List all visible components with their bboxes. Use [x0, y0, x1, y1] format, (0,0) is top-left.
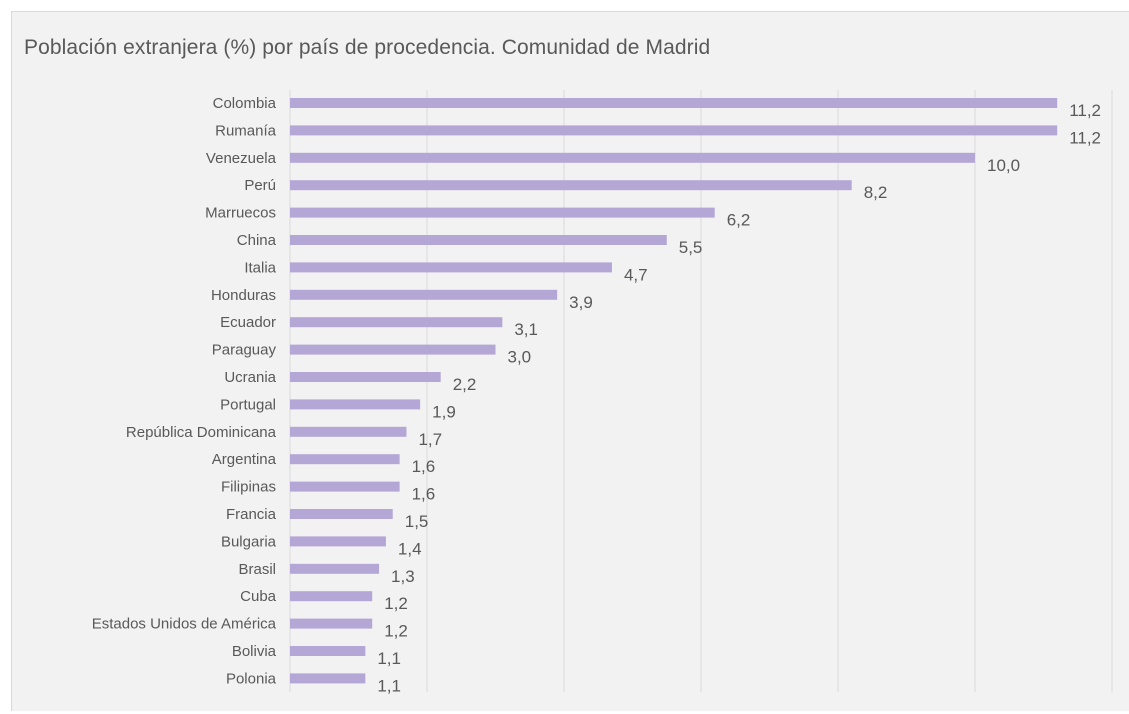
bar: [290, 426, 407, 437]
category-label: Francia: [226, 506, 277, 523]
category-label: Filipinas: [221, 479, 276, 496]
data-label: 8,2: [864, 183, 888, 202]
data-label: 10,0: [987, 156, 1020, 175]
category-label: China: [237, 232, 277, 249]
data-label: 1,7: [418, 430, 442, 449]
data-label: 1,4: [398, 539, 422, 558]
category-label: Perú: [244, 177, 276, 194]
bar: [290, 591, 373, 602]
data-label: 3,9: [569, 293, 593, 312]
bar: [290, 344, 496, 355]
bar: [290, 289, 558, 300]
category-label: República Dominicana: [126, 424, 277, 441]
data-label: 1,5: [405, 512, 429, 531]
bar: [290, 180, 852, 191]
bar: [290, 235, 667, 245]
data-label: 3,0: [508, 348, 532, 367]
data-label: 2,2: [453, 375, 477, 394]
data-label: 5,5: [679, 238, 703, 257]
bar: [290, 207, 715, 218]
category-label: Paraguay: [212, 342, 277, 359]
bar: [290, 646, 366, 656]
category-label: Brasil: [238, 561, 276, 578]
bar: [290, 317, 503, 328]
category-label: Estados Unidos de América: [92, 616, 277, 633]
category-label: Portugal: [220, 396, 276, 413]
category-label: Ecuador: [220, 314, 276, 331]
bar: [290, 399, 421, 410]
data-label: 1,2: [384, 622, 408, 641]
bar: [290, 563, 380, 574]
category-label: Venezuela: [206, 150, 277, 167]
bar: [290, 618, 373, 629]
data-label: 1,3: [391, 567, 415, 586]
category-label: Rumanía: [215, 122, 277, 139]
bar: [290, 125, 1058, 136]
category-label: Cuba: [240, 588, 277, 605]
data-label: 1,1: [377, 649, 401, 668]
chart-title: Población extranjera (%) por país de pro…: [24, 36, 711, 59]
bar: [290, 536, 386, 547]
data-label: 3,1: [514, 320, 538, 339]
category-label: Ucrania: [224, 369, 276, 386]
bar: [290, 509, 393, 519]
data-label: 1,1: [377, 676, 401, 695]
category-label: Argentina: [212, 451, 277, 468]
bar: [290, 98, 1058, 108]
data-label: 6,2: [727, 211, 751, 230]
data-label: 11,2: [1069, 101, 1101, 120]
category-label: Marruecos: [205, 205, 276, 222]
data-label: 1,2: [384, 594, 408, 613]
data-label: 4,7: [624, 265, 648, 284]
category-label: Polonia: [226, 670, 277, 687]
category-label: Italia: [244, 259, 276, 276]
bar: [290, 372, 441, 382]
bar: [290, 454, 400, 465]
category-label: Bulgaria: [221, 533, 277, 550]
bar: [290, 673, 366, 684]
data-label: 11,2: [1069, 128, 1101, 147]
category-label: Colombia: [213, 95, 277, 112]
data-label: 1,9: [432, 402, 456, 421]
data-label: 1,6: [412, 485, 436, 504]
bar: [290, 481, 400, 492]
bar: [290, 262, 612, 273]
bar: [290, 152, 975, 163]
data-label: 1,6: [412, 457, 436, 476]
category-label: Bolivia: [232, 643, 277, 660]
category-label: Honduras: [211, 287, 276, 304]
